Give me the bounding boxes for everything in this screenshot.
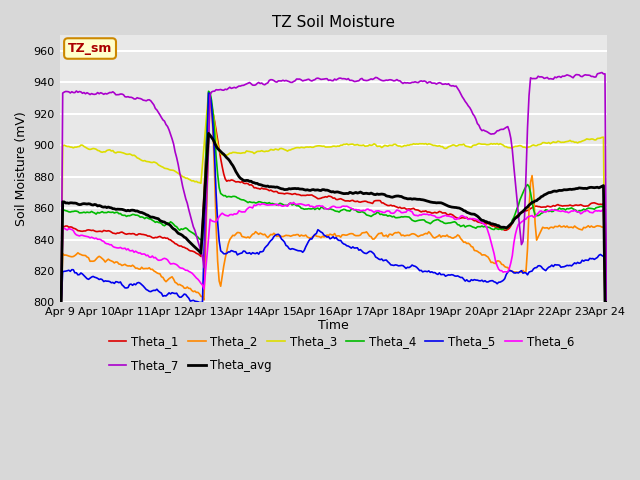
Theta_4 xyxy=(603,300,611,305)
Theta_1 xyxy=(603,300,611,305)
Line: Theta_avg: Theta_avg xyxy=(60,133,607,302)
Theta_2 xyxy=(56,300,63,305)
Theta_4 xyxy=(71,208,79,214)
Theta_5 xyxy=(603,300,611,305)
Theta_6 xyxy=(71,230,79,236)
Theta_4 xyxy=(387,213,395,219)
Theta_1 xyxy=(56,300,63,305)
Theta_avg xyxy=(538,194,545,200)
Line: Theta_5: Theta_5 xyxy=(60,93,607,302)
Line: Theta_2: Theta_2 xyxy=(60,94,607,302)
Theta_avg xyxy=(399,194,407,200)
Theta_2 xyxy=(538,228,545,233)
Theta_7 xyxy=(56,300,63,305)
Theta_5 xyxy=(56,300,63,305)
Theta_5 xyxy=(157,290,165,296)
Theta_3 xyxy=(538,141,545,147)
Theta_2 xyxy=(387,231,395,237)
Theta_4 xyxy=(157,221,165,227)
Theta_5 xyxy=(399,263,407,268)
Theta_1 xyxy=(369,201,376,206)
Theta_3 xyxy=(157,164,165,169)
Theta_3 xyxy=(56,300,63,305)
Theta_6 xyxy=(603,300,611,305)
Theta_3 xyxy=(399,144,407,149)
Theta_4 xyxy=(205,88,212,94)
Theta_avg xyxy=(369,191,376,197)
Theta_6 xyxy=(56,300,63,305)
Theta_5 xyxy=(369,250,376,255)
Theta_3 xyxy=(387,143,395,148)
Theta_7 xyxy=(397,80,405,85)
Theta_2 xyxy=(399,232,407,238)
Text: TZ_sm: TZ_sm xyxy=(68,42,112,55)
Line: Theta_4: Theta_4 xyxy=(60,91,607,302)
X-axis label: Time: Time xyxy=(317,319,348,332)
Theta_2 xyxy=(603,300,611,305)
Theta_6 xyxy=(157,257,165,263)
Theta_5 xyxy=(205,90,212,96)
Theta_2 xyxy=(71,252,79,258)
Theta_3 xyxy=(205,89,212,95)
Theta_7 xyxy=(367,76,375,82)
Theta_4 xyxy=(56,300,63,305)
Line: Theta_3: Theta_3 xyxy=(60,92,607,302)
Line: Theta_6: Theta_6 xyxy=(60,203,607,302)
Legend: Theta_7, Theta_avg: Theta_7, Theta_avg xyxy=(104,354,276,377)
Theta_avg xyxy=(603,300,611,305)
Theta_6 xyxy=(369,208,376,214)
Theta_5 xyxy=(538,264,545,269)
Theta_7 xyxy=(603,300,611,305)
Line: Theta_1: Theta_1 xyxy=(60,99,607,302)
Theta_avg xyxy=(157,218,165,224)
Theta_2 xyxy=(369,236,376,242)
Theta_7 xyxy=(385,77,393,83)
Line: Theta_7: Theta_7 xyxy=(60,72,607,302)
Theta_4 xyxy=(399,214,407,220)
Theta_5 xyxy=(387,262,395,268)
Theta_6 xyxy=(399,210,407,216)
Theta_6 xyxy=(538,208,545,214)
Y-axis label: Soil Moisture (mV): Soil Moisture (mV) xyxy=(15,111,28,226)
Title: TZ Soil Moisture: TZ Soil Moisture xyxy=(271,15,395,30)
Theta_1 xyxy=(157,234,165,240)
Theta_1 xyxy=(71,226,79,231)
Theta_7 xyxy=(71,90,79,96)
Theta_3 xyxy=(71,144,79,150)
Theta_avg xyxy=(387,194,395,200)
Theta_avg xyxy=(205,131,212,136)
Theta_7 xyxy=(598,70,606,75)
Theta_7 xyxy=(157,115,165,120)
Theta_7 xyxy=(536,74,543,80)
Theta_1 xyxy=(538,204,545,210)
Theta_3 xyxy=(369,142,376,148)
Theta_2 xyxy=(206,91,214,97)
Theta_1 xyxy=(387,202,395,208)
Theta_5 xyxy=(71,270,79,276)
Theta_6 xyxy=(387,210,395,216)
Theta_4 xyxy=(538,210,545,216)
Theta_1 xyxy=(399,205,407,211)
Theta_3 xyxy=(603,300,611,305)
Theta_6 xyxy=(290,200,298,205)
Theta_avg xyxy=(56,300,63,305)
Theta_2 xyxy=(157,274,165,280)
Theta_1 xyxy=(205,96,212,102)
Theta_4 xyxy=(369,213,376,218)
Theta_avg xyxy=(71,200,79,206)
